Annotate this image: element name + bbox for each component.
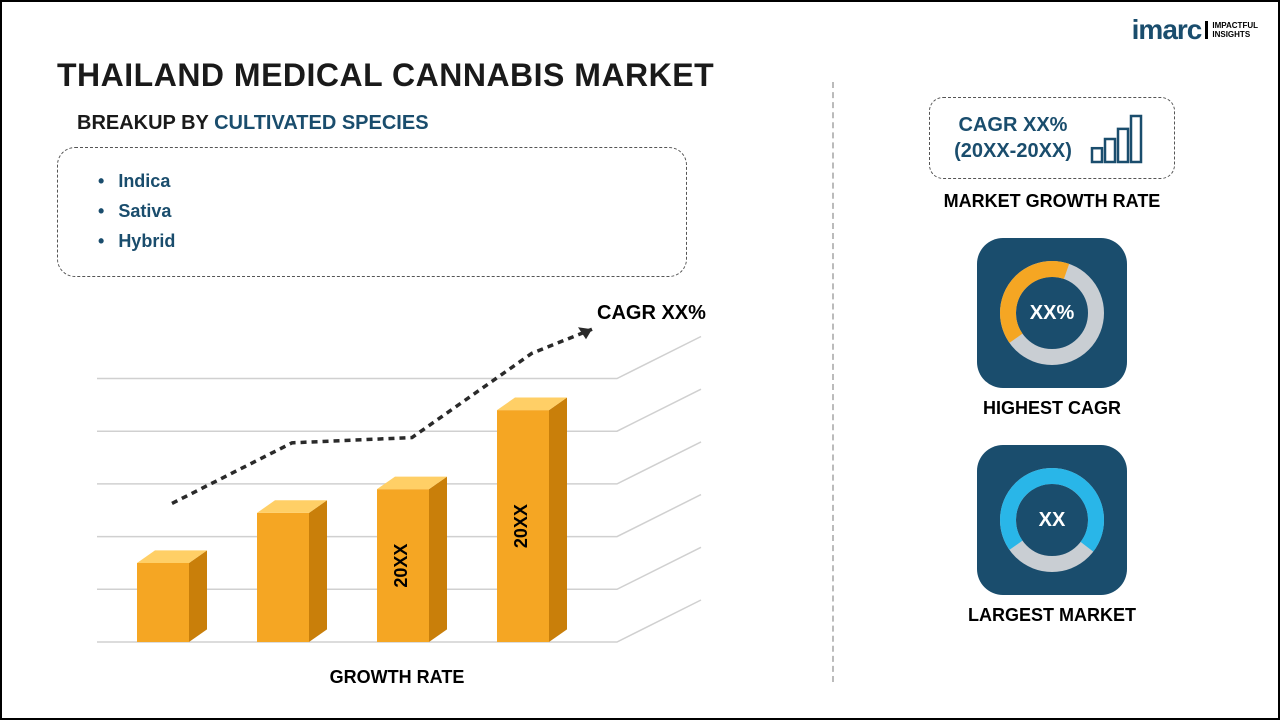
- largest-market-card: XX: [977, 445, 1127, 595]
- breakup-heading: BREAKUP BY CULTIVATED SPECIES: [77, 112, 429, 135]
- page-title: THAILAND MEDICAL CANNABIS MARKET: [57, 57, 714, 94]
- bars-rising-icon: [1090, 112, 1150, 164]
- chart-cagr-label: CAGR XX%: [597, 302, 706, 325]
- highest-cagr-value: XX%: [1030, 302, 1074, 325]
- species-item: Indica: [98, 166, 646, 196]
- brand-logo: imarc IMPACTFUL INSIGHTS: [1132, 14, 1258, 46]
- largest-market-value: XX: [1039, 509, 1066, 532]
- vertical-divider: [832, 82, 834, 682]
- species-item: Hybrid: [98, 226, 646, 256]
- growth-bar-chart: 20XX20XX CAGR XX% GROWTH RATE: [57, 302, 737, 682]
- right-column: CAGR XX% (20XX-20XX) MARKET GROWTH RATE …: [872, 97, 1232, 626]
- cagr-summary-text: CAGR XX% (20XX-20XX): [954, 112, 1072, 164]
- market-growth-rate-label: MARKET GROWTH RATE: [944, 191, 1161, 212]
- highest-cagr-card: XX%: [977, 238, 1127, 388]
- logo-tagline: IMPACTFUL INSIGHTS: [1205, 21, 1258, 39]
- logo-text: imarc: [1132, 14, 1202, 46]
- highest-cagr-label: HIGHEST CAGR: [983, 398, 1121, 419]
- species-item: Sativa: [98, 196, 646, 226]
- species-list-box: IndicaSativaHybrid: [57, 147, 687, 277]
- chart-x-label: GROWTH RATE: [57, 667, 737, 688]
- svg-text:20XX: 20XX: [391, 544, 411, 588]
- svg-text:20XX: 20XX: [511, 504, 531, 548]
- largest-market-label: LARGEST MARKET: [968, 605, 1136, 626]
- cagr-summary-box: CAGR XX% (20XX-20XX): [929, 97, 1175, 179]
